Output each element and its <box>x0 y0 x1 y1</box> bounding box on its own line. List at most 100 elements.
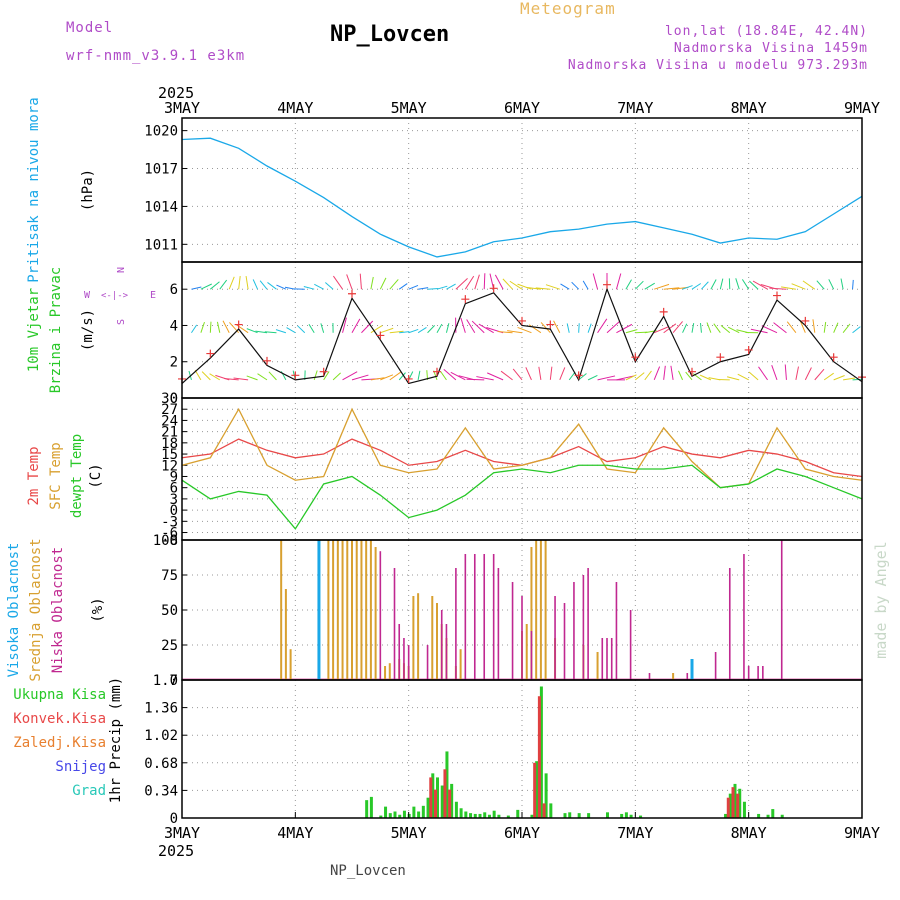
precip-bar-total <box>766 814 770 818</box>
precip-bar-total <box>436 777 439 818</box>
compass-e-label: E <box>150 290 156 301</box>
cloud-bar-low <box>728 568 731 680</box>
cloud-bar-low <box>393 568 396 680</box>
y-tick-label: 50 <box>161 603 178 619</box>
precip-bar-total <box>624 812 628 818</box>
wind-arrow <box>682 285 693 290</box>
cloud-bar-low <box>483 554 486 680</box>
cloud-bar-low <box>403 638 405 680</box>
wind-arrow <box>389 279 399 290</box>
temp-line-t2m <box>181 438 863 478</box>
cloud-bar-low <box>686 673 689 680</box>
cloud-bar-low <box>610 638 613 680</box>
wind-arrow <box>773 322 787 334</box>
model-elevation: Nadmorska Visina u modelu 973.293m <box>567 58 868 73</box>
wind-arrow <box>380 327 394 334</box>
wind-arrow <box>233 377 249 381</box>
wind-arrow <box>224 377 239 381</box>
y-tick-label: -3 <box>161 514 178 530</box>
wind-arrow <box>761 325 778 334</box>
precip-bar-total <box>724 813 728 818</box>
wind-arrow <box>359 273 362 290</box>
cloud-bar-mid <box>539 540 542 680</box>
wind-arrow <box>398 283 408 290</box>
cloud-bar-low <box>563 603 566 680</box>
model-value: wrf-nmm_v3.9.1 e3km <box>66 48 246 64</box>
wind-subtitle: Brzina i Pravac <box>48 267 64 393</box>
wind-arrow <box>268 371 277 381</box>
wind-arrow <box>625 329 638 334</box>
y-tick-label: 4 <box>170 318 178 334</box>
wind-arrow <box>771 365 778 381</box>
cloud-low-label: Niska Oblacnost <box>50 547 66 673</box>
cloud-bar-mid <box>355 540 358 680</box>
wind-arrow <box>672 321 683 334</box>
precip-bar-total <box>639 815 643 818</box>
wind-arrow <box>370 276 374 290</box>
wind-arrow <box>699 374 712 381</box>
y-tick-label: 1.7 <box>153 673 178 689</box>
wind-arrow <box>634 280 644 290</box>
wind-arrow <box>325 282 334 290</box>
wind-arrow <box>840 278 844 290</box>
precip-bar-convective <box>542 803 546 818</box>
cloud-bar-mid <box>417 593 420 680</box>
wind-arrow <box>408 328 419 334</box>
year-label-bottom: 2025 <box>158 842 194 860</box>
precip-bar-total <box>402 810 406 818</box>
wind-arrow <box>201 371 211 381</box>
wind-speed-line <box>181 287 863 385</box>
cloud-bar-low <box>511 582 514 680</box>
wind-arrow <box>191 324 198 333</box>
cloud-bar-low <box>426 645 429 680</box>
wind-arrow <box>597 375 616 381</box>
y-tick-label: 24 <box>161 413 178 429</box>
pressure-line <box>181 137 863 258</box>
wind-arrow <box>823 321 827 333</box>
wind-arrow <box>852 378 863 381</box>
wind-arrow <box>346 274 353 290</box>
compass-s-label: S <box>116 319 127 325</box>
panel-frame-pressure <box>181 117 863 263</box>
wind-arrow <box>720 324 731 334</box>
wind-arrow <box>616 323 633 334</box>
wind-arrow <box>500 370 513 381</box>
y-tick-label: 3 <box>170 492 178 508</box>
cloud-bar-mid <box>280 540 283 680</box>
cloud-bar-mid <box>374 547 377 680</box>
wind-arrow <box>351 374 369 381</box>
wind-arrow <box>587 323 592 333</box>
time-label-top: 6MAY <box>504 99 540 117</box>
cloud-bar-mid <box>360 540 363 680</box>
wind-arrow <box>525 367 532 381</box>
wind-gust-marker <box>603 280 611 289</box>
compass-w-label: W <box>84 290 91 301</box>
wind-arrow <box>398 372 406 381</box>
precip-bar-total <box>516 809 520 818</box>
wind-gust-marker <box>291 371 300 380</box>
cloud-bar-low <box>407 645 410 680</box>
wind-arrow <box>427 288 439 290</box>
wind-arrow <box>653 366 661 381</box>
cloud-bar-low <box>492 554 495 680</box>
wind-arrow <box>559 367 566 381</box>
wind-gust-marker <box>659 307 668 316</box>
wind-arrow <box>276 284 287 290</box>
wind-arrow <box>535 287 551 290</box>
wind-gust-marker <box>348 289 356 298</box>
cloud-bar-mid <box>459 649 462 680</box>
wind-arrow <box>560 283 570 290</box>
precip-bar-total <box>445 751 449 818</box>
wind-arrow <box>823 372 834 381</box>
precip-unit: 1hr Precip (mm) <box>108 677 124 803</box>
wind-gust-marker <box>773 291 781 300</box>
y-tick-label: 100 <box>153 533 178 549</box>
time-label-bottom: 5MAY <box>391 824 427 842</box>
cloud-bar-mid <box>412 596 415 680</box>
y-tick-label: 1.02 <box>144 728 178 744</box>
y-tick-label: 0 <box>170 811 178 827</box>
wind-arrow <box>842 323 851 334</box>
wind-arrow <box>750 328 768 334</box>
wind-arrow <box>286 327 296 334</box>
cloud-bar-low <box>440 610 443 680</box>
